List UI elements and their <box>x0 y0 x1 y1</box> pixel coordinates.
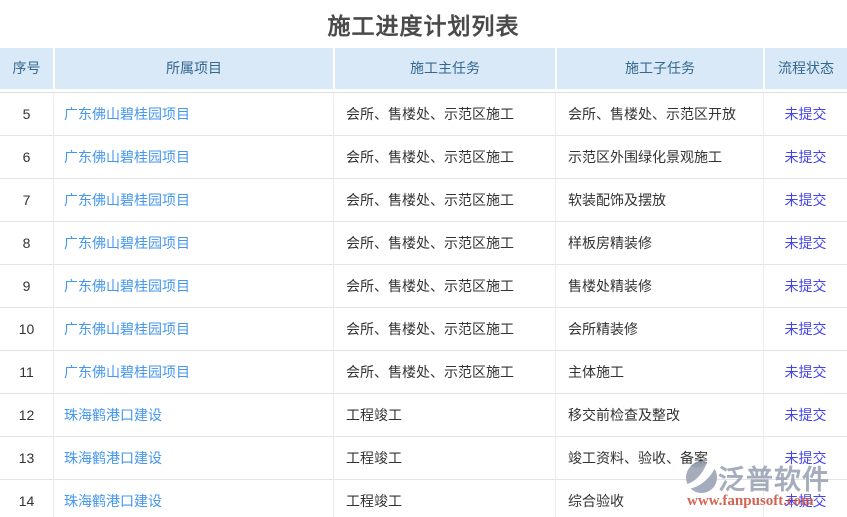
table-row: 14 珠海鹤港口建设 工程竣工 综合验收 未提交 <box>0 479 847 517</box>
column-header-index: 序号 <box>12 60 41 76</box>
sub-task-cell: 综合验收 <box>555 479 763 517</box>
sub-task-cell: 示范区外围绿化景观施工 <box>555 135 763 179</box>
main-task-cell: 会所、售楼处、示范区施工 <box>333 264 555 308</box>
status-link[interactable]: 未提交 <box>784 105 827 122</box>
project-cell: 广东佛山碧桂园项目 <box>53 350 333 394</box>
status-link[interactable]: 未提交 <box>784 363 827 380</box>
progress-plan-table: 序号 所属项目 施工主任务 施工子任务 流程状态 5 广东佛山碧桂园项目 会所、售楼… <box>0 48 847 517</box>
project-cell: 广东佛山碧桂园项目 <box>53 264 333 308</box>
status-link[interactable]: 未提交 <box>784 406 827 423</box>
row-index-cell: 10 <box>18 320 35 337</box>
sub-task-cell: 移交前检查及整改 <box>555 393 763 437</box>
sub-task-cell: 主体施工 <box>555 350 763 394</box>
table-row: 11 广东佛山碧桂园项目 会所、售楼处、示范区施工 主体施工 未提交 <box>0 350 847 394</box>
status-link[interactable]: 未提交 <box>784 277 827 294</box>
sub-task-cell: 样板房精装修 <box>555 221 763 265</box>
table-row: 8 广东佛山碧桂园项目 会所、售楼处、示范区施工 样板房精装修 未提交 <box>0 221 847 265</box>
status-cell: 未提交 <box>763 135 847 179</box>
table-body: 5 广东佛山碧桂园项目 会所、售楼处、示范区施工 会所、售楼处、示范区开放 未提交 6 广东… <box>0 92 847 517</box>
table-row: 12 珠海鹤港口建设 工程竣工 移交前检查及整改 未提交 <box>0 393 847 437</box>
project-cell: 珠海鹤港口建设 <box>53 436 333 480</box>
status-cell: 未提交 <box>763 307 847 351</box>
column-header-status: 流程状态 <box>763 48 847 89</box>
row-index-cell: 12 <box>18 406 35 423</box>
main-task-cell: 会所、售楼处、示范区施工 <box>333 350 555 394</box>
project-link[interactable]: 广东佛山碧桂园项目 <box>64 234 190 251</box>
row-index-cell: 5 <box>22 105 31 122</box>
status-cell: 未提交 <box>763 393 847 437</box>
table-row: 5 广东佛山碧桂园项目 会所、售楼处、示范区施工 会所、售楼处、示范区开放 未提交 <box>0 92 847 136</box>
status-link[interactable]: 未提交 <box>784 234 827 251</box>
column-header-project: 所属项目 <box>53 48 333 89</box>
status-link[interactable]: 未提交 <box>784 320 827 337</box>
column-header-main-task: 施工主任务 <box>333 48 555 89</box>
sub-task-cell: 竣工资料、验收、备案 <box>555 436 763 480</box>
sub-task-cell: 软装配饰及摆放 <box>555 178 763 222</box>
status-cell: 未提交 <box>763 221 847 265</box>
sub-task-cell: 会所精装修 <box>555 307 763 351</box>
main-task-cell: 工程竣工 <box>333 436 555 480</box>
main-task-cell: 会所、售楼处、示范区施工 <box>333 178 555 222</box>
main-task-cell: 会所、售楼处、示范区施工 <box>333 92 555 136</box>
project-link[interactable]: 珠海鹤港口建设 <box>64 406 162 423</box>
project-link[interactable]: 广东佛山碧桂园项目 <box>64 320 190 337</box>
table-row: 10 广东佛山碧桂园项目 会所、售楼处、示范区施工 会所精装修 未提交 <box>0 307 847 351</box>
table-header: 序号 所属项目 施工主任务 施工子任务 流程状态 <box>0 48 847 89</box>
main-task-cell: 工程竣工 <box>333 479 555 517</box>
table-row: 13 珠海鹤港口建设 工程竣工 竣工资料、验收、备案 未提交 <box>0 436 847 480</box>
status-link[interactable]: 未提交 <box>784 148 827 165</box>
status-link[interactable]: 未提交 <box>784 492 827 509</box>
sub-task-cell: 售楼处精装修 <box>555 264 763 308</box>
main-task-cell: 会所、售楼处、示范区施工 <box>333 221 555 265</box>
table-row: 6 广东佛山碧桂园项目 会所、售楼处、示范区施工 示范区外围绿化景观施工 未提交 <box>0 135 847 179</box>
status-cell: 未提交 <box>763 479 847 517</box>
project-cell: 珠海鹤港口建设 <box>53 393 333 437</box>
status-link[interactable]: 未提交 <box>784 191 827 208</box>
project-link[interactable]: 广东佛山碧桂园项目 <box>64 363 190 380</box>
table-row: 9 广东佛山碧桂园项目 会所、售楼处、示范区施工 售楼处精装修 未提交 <box>0 264 847 308</box>
status-cell: 未提交 <box>763 350 847 394</box>
page-title: 施工进度计划列表 <box>327 13 520 39</box>
column-header-sub-task: 施工子任务 <box>555 48 763 89</box>
main-task-cell: 工程竣工 <box>333 393 555 437</box>
main-task-cell: 会所、售楼处、示范区施工 <box>333 307 555 351</box>
project-cell: 广东佛山碧桂园项目 <box>53 221 333 265</box>
row-index-cell: 6 <box>22 148 31 165</box>
project-link[interactable]: 珠海鹤港口建设 <box>64 449 162 466</box>
row-index-cell: 7 <box>22 191 31 208</box>
status-cell: 未提交 <box>763 178 847 222</box>
table-row: 7 广东佛山碧桂园项目 会所、售楼处、示范区施工 软装配饰及摆放 未提交 <box>0 178 847 222</box>
project-link[interactable]: 珠海鹤港口建设 <box>64 492 162 509</box>
project-link[interactable]: 广东佛山碧桂园项目 <box>64 277 190 294</box>
project-link[interactable]: 广东佛山碧桂园项目 <box>64 148 190 165</box>
project-link[interactable]: 广东佛山碧桂园项目 <box>64 105 190 122</box>
project-cell: 广东佛山碧桂园项目 <box>53 135 333 179</box>
status-cell: 未提交 <box>763 92 847 136</box>
row-index-cell: 11 <box>19 363 34 380</box>
project-cell: 广东佛山碧桂园项目 <box>53 307 333 351</box>
project-cell: 广东佛山碧桂园项目 <box>53 92 333 136</box>
project-link[interactable]: 广东佛山碧桂园项目 <box>64 191 190 208</box>
row-index-cell: 14 <box>18 492 35 509</box>
row-index-cell: 9 <box>22 277 31 294</box>
status-link[interactable]: 未提交 <box>784 449 827 466</box>
project-cell: 珠海鹤港口建设 <box>53 479 333 517</box>
sub-task-cell: 会所、售楼处、示范区开放 <box>555 92 763 136</box>
status-cell: 未提交 <box>763 436 847 480</box>
status-cell: 未提交 <box>763 264 847 308</box>
main-task-cell: 会所、售楼处、示范区施工 <box>333 135 555 179</box>
row-index-cell: 8 <box>22 234 31 251</box>
row-index-cell: 13 <box>18 449 35 466</box>
project-cell: 广东佛山碧桂园项目 <box>53 178 333 222</box>
